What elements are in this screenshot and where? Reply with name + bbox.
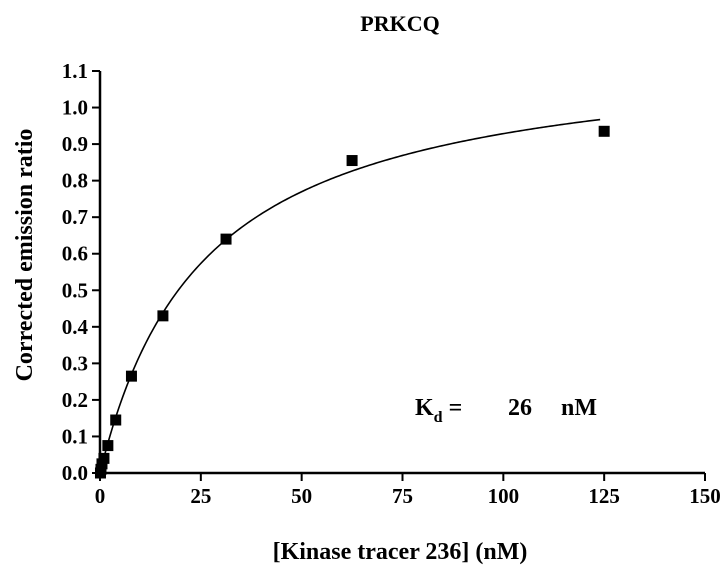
- axes: [98, 71, 705, 475]
- y-tick-label: 0.5: [62, 278, 88, 302]
- x-tick-label: 75: [392, 484, 413, 508]
- data-point: [220, 233, 232, 245]
- data-point: [157, 310, 169, 322]
- y-tick-label: 0.2: [62, 388, 88, 412]
- kd-subscript: d: [434, 409, 443, 426]
- x-ticks: 0 25 50 75 100 125 150: [95, 473, 721, 508]
- kd-value: 26: [508, 395, 532, 421]
- data-point: [110, 414, 122, 426]
- y-tick-label: 0.3: [62, 351, 88, 375]
- y-ticks: 0.0 0.1 0.2 0.3 0.4 0.5 0.6 0.7 0.8 0.9 1.0 1.1: [62, 59, 100, 485]
- x-tick-label: 125: [588, 484, 620, 508]
- data-point: [125, 370, 137, 382]
- y-tick-label: 0.8: [62, 169, 88, 193]
- data-point: [98, 452, 110, 464]
- y-tick-label: 0.6: [62, 242, 88, 266]
- x-tick-label: 150: [689, 484, 721, 508]
- x-tick-label: 25: [190, 484, 211, 508]
- kd-equals: =: [443, 395, 463, 421]
- y-tick-label: 0.1: [62, 424, 88, 448]
- kd-annotation: Kd =: [415, 395, 462, 426]
- y-axis-label: Corrected emission ratio: [12, 129, 38, 382]
- chart-title: PRKCQ: [360, 11, 439, 36]
- x-tick-label: 100: [488, 484, 520, 508]
- y-tick-label: 0.7: [62, 205, 88, 229]
- data-point: [346, 155, 358, 167]
- y-tick-label: 0.4: [62, 315, 89, 339]
- x-axis-label: [Kinase tracer 236] (nM): [273, 539, 528, 565]
- kd-symbol: K: [415, 395, 434, 421]
- data-point: [102, 440, 114, 452]
- x-tick-label: 50: [291, 484, 312, 508]
- data-point: [598, 125, 610, 137]
- fit-curve: [99, 118, 601, 474]
- y-tick-label: 0.0: [62, 461, 88, 485]
- kd-unit: nM: [561, 395, 597, 421]
- y-tick-label: 1.1: [62, 59, 88, 83]
- x-tick-label: 0: [95, 484, 106, 508]
- y-tick-label: 0.9: [62, 132, 88, 156]
- y-tick-label: 1.0: [62, 96, 88, 120]
- data-points: [94, 125, 610, 479]
